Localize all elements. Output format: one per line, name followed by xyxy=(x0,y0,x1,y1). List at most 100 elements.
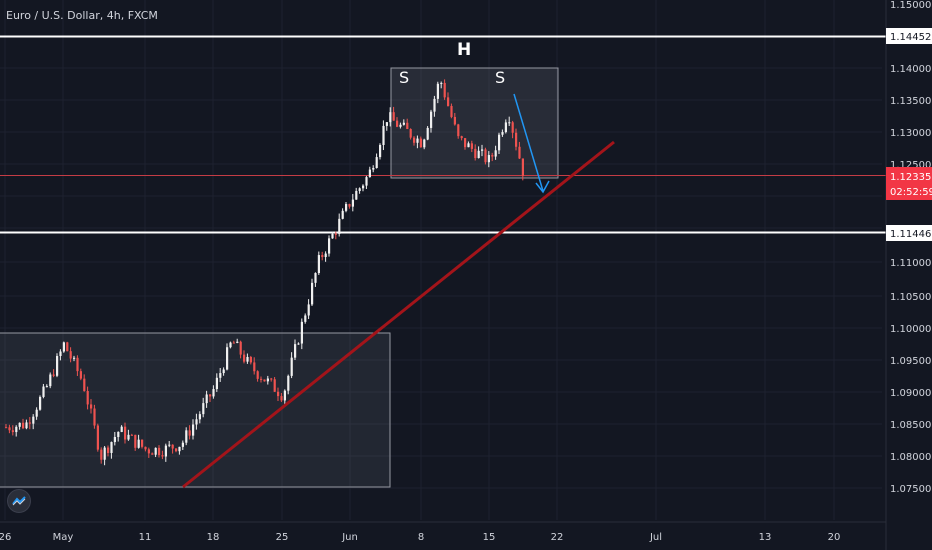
candle-down xyxy=(419,138,422,148)
candle-up xyxy=(127,434,130,440)
candle-up xyxy=(389,112,392,123)
candle-up xyxy=(300,321,303,344)
candle-down xyxy=(491,155,494,157)
candle-down xyxy=(188,430,191,436)
candle-down xyxy=(144,446,147,450)
left-shoulder-label: S xyxy=(399,68,409,87)
candle-down xyxy=(141,439,144,447)
candle-up xyxy=(222,369,225,374)
candle-down xyxy=(453,116,456,125)
candle-up xyxy=(345,204,348,211)
candle-down xyxy=(443,82,446,98)
candle-up xyxy=(433,98,436,112)
candle-up xyxy=(362,185,365,189)
candle-up xyxy=(56,356,59,376)
x-tick-label: 8 xyxy=(418,532,424,543)
candle-up xyxy=(178,446,181,452)
candle-up xyxy=(426,127,429,140)
candle-up xyxy=(45,386,48,388)
candle-up xyxy=(32,416,35,424)
candle-up xyxy=(18,422,21,427)
y-tick-label: 1.09000 xyxy=(890,388,931,399)
candle-down xyxy=(447,97,450,106)
price-axis[interactable]: 1.15000 1.14000 1.13500 1.13000 1.12500 1.110… xyxy=(885,0,932,550)
candle-up xyxy=(192,424,195,436)
candle-down xyxy=(90,404,93,409)
right-shoulder-label: S xyxy=(495,68,505,87)
candle-up xyxy=(314,273,317,283)
y-tick-label: 1.13000 xyxy=(890,128,931,139)
y-tick-label: 1.08500 xyxy=(890,420,931,431)
candle-down xyxy=(396,120,399,127)
tradingview-logo-icon[interactable] xyxy=(7,489,31,513)
candle-up xyxy=(113,436,116,443)
candle-down xyxy=(464,138,467,148)
candle-up xyxy=(372,167,375,170)
candle-down xyxy=(175,448,178,452)
lower-level-tag xyxy=(886,225,932,241)
x-tick-label: Jul xyxy=(649,532,662,543)
candle-down xyxy=(277,391,280,397)
candle-up xyxy=(341,210,344,219)
candle-down xyxy=(100,449,103,460)
chart-title: Euro / U.S. Dollar, 4h, FXCM xyxy=(6,9,158,22)
y-tick-label: 1.14000 xyxy=(890,64,931,75)
candle-down xyxy=(457,124,460,137)
candle-up xyxy=(73,357,76,359)
candle-up xyxy=(103,447,106,460)
candle-up xyxy=(287,375,290,391)
candle-up xyxy=(290,357,293,376)
candle-up xyxy=(246,356,249,362)
candlestick-series xyxy=(5,79,524,466)
candle-up xyxy=(355,190,358,200)
candle-up xyxy=(229,342,232,348)
y-tick-label: 1.10000 xyxy=(890,324,931,335)
candle-down xyxy=(256,371,259,379)
candle-down xyxy=(93,408,96,426)
candle-up xyxy=(117,431,120,437)
candle-down xyxy=(66,342,69,352)
candle-down xyxy=(147,449,150,454)
candle-up xyxy=(25,422,28,429)
candle-up xyxy=(181,442,184,447)
candle-up xyxy=(494,150,497,157)
y-tick-label: 1.09500 xyxy=(890,356,931,367)
head-and-shoulders-box[interactable] xyxy=(390,67,559,179)
candle-up xyxy=(416,138,419,143)
candle-down xyxy=(171,444,174,449)
y-tick-label: 1.13500 xyxy=(890,96,931,107)
x-tick-label: May xyxy=(53,532,74,543)
x-tick-label: 25 xyxy=(276,532,289,543)
candle-up xyxy=(375,157,378,168)
x-tick-label: 13 xyxy=(759,532,772,543)
candle-up xyxy=(62,342,65,352)
candle-up xyxy=(15,426,18,433)
candle-up xyxy=(185,430,188,443)
candle-down xyxy=(161,455,164,457)
candle-down xyxy=(260,378,263,380)
candle-up xyxy=(304,315,307,322)
candle-down xyxy=(511,122,514,133)
candle-down xyxy=(86,391,89,405)
candle-up xyxy=(39,396,42,410)
current-price-label: 1.12335 xyxy=(890,172,931,183)
candle-down xyxy=(69,351,72,359)
candle-down xyxy=(22,422,25,429)
candle-up xyxy=(365,177,368,186)
candle-down xyxy=(134,434,137,448)
candle-up xyxy=(297,343,300,345)
candle-up xyxy=(311,282,314,305)
candle-down xyxy=(130,434,133,436)
candle-up xyxy=(35,409,38,417)
candle-down xyxy=(76,357,79,372)
ascending-trendline[interactable] xyxy=(182,140,615,489)
consolidation-box[interactable] xyxy=(0,332,391,488)
candle-up xyxy=(59,351,62,357)
candle-up xyxy=(436,83,439,99)
projection-arrow[interactable] xyxy=(513,93,550,194)
x-tick-label: 22 xyxy=(551,532,564,543)
candle-up xyxy=(283,390,286,401)
time-axis[interactable]: 26 May 11 18 25 Jun 8 15 22 Jul 13 20 xyxy=(0,521,886,543)
candle-down xyxy=(348,204,351,207)
